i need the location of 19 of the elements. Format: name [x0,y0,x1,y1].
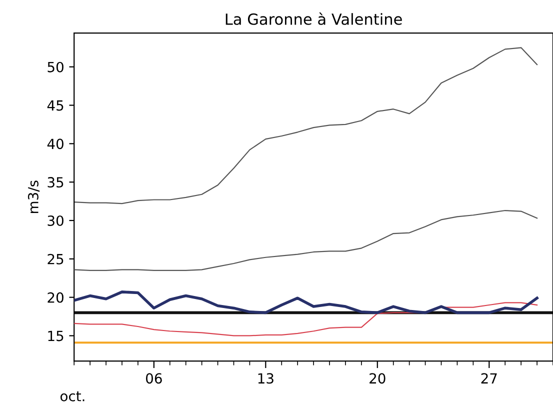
x-tick-label: 27 [481,373,497,384]
x-tick-label: 13 [258,373,274,384]
y-tick-label: 40 [47,138,64,150]
x-tick-label: 06 [146,373,162,384]
y-tick-label: 15 [48,330,64,342]
y-tick-label: 45 [47,100,64,111]
line-series [74,290,538,314]
x-tick-label: 20 [370,373,386,384]
chart-title: La Garonne à Valentine [226,12,402,25]
y-tick-label: 20 [48,292,64,303]
y-tick-label: 30 [48,215,64,226]
line-series [74,302,538,336]
line-series [74,47,538,204]
y-tick-label: 25 [48,254,64,264]
y-tick-label: 50 [48,62,64,72]
x-axis-title: oct. [60,391,84,402]
y-tick-label: 35 [48,177,64,188]
y-axis-title: m3/s [28,180,40,213]
line-series [74,210,538,271]
